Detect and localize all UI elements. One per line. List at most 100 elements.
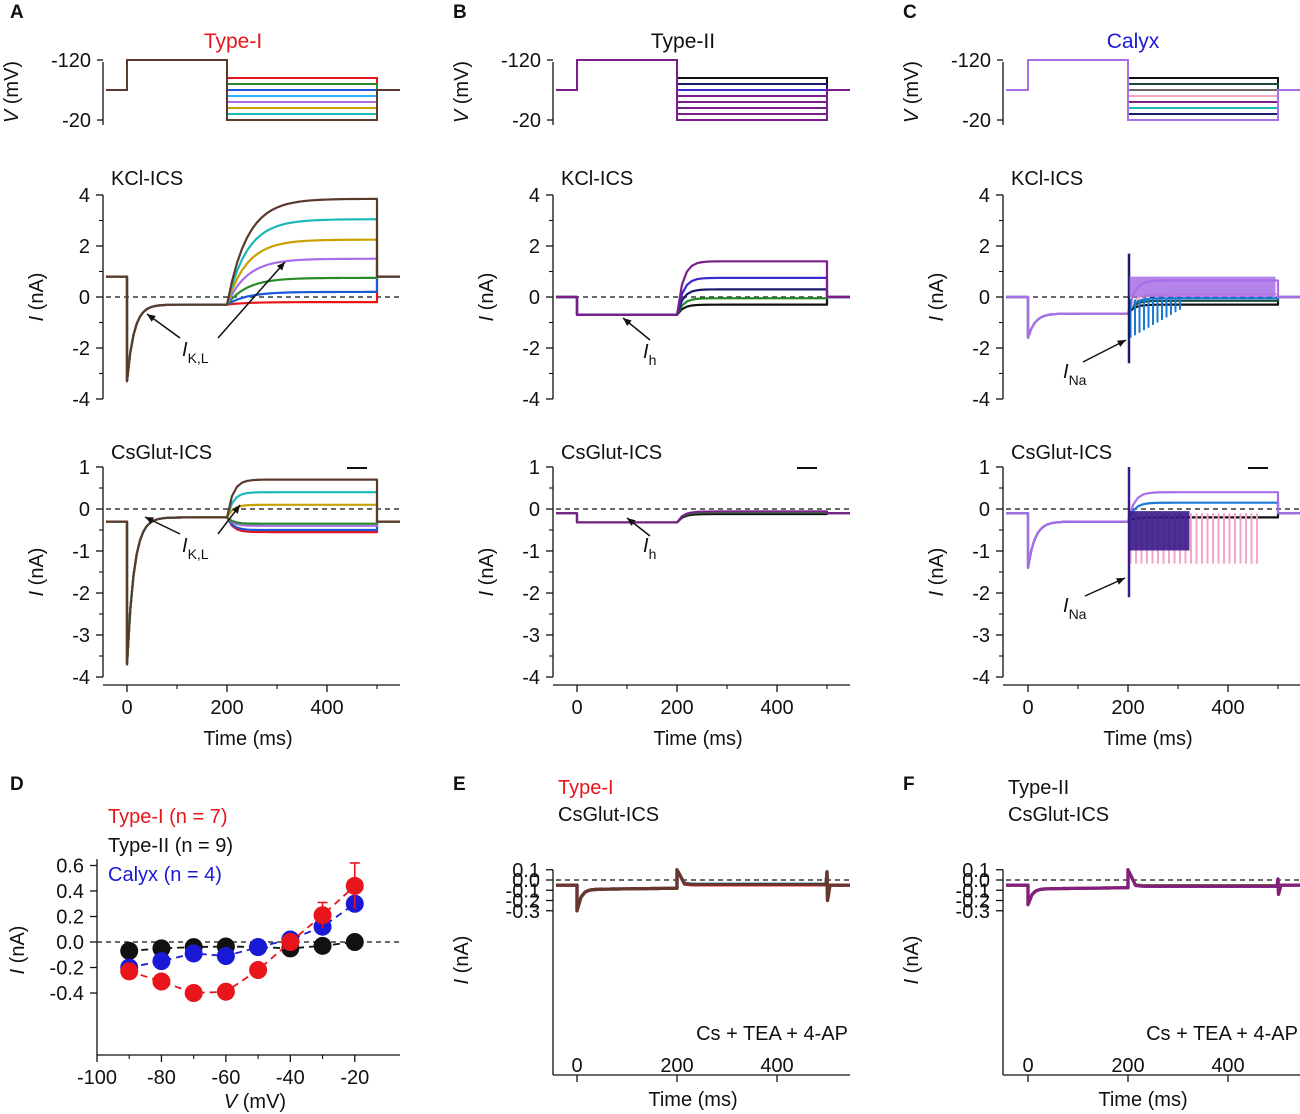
current-trace xyxy=(106,516,400,666)
y-tick-label: -0.2 xyxy=(50,958,84,980)
voltage-step-trace xyxy=(106,59,400,121)
voltage-step-trace xyxy=(1006,59,1300,91)
ina-label-sub: Na xyxy=(1069,606,1087,622)
x-tick-label: 400 xyxy=(760,697,793,719)
current-trace xyxy=(556,295,850,316)
series-2 xyxy=(120,862,364,1002)
current-ylabel-var: I xyxy=(26,315,48,321)
y-tick-label: 0.6 xyxy=(56,856,84,878)
current-trace xyxy=(1006,491,1300,569)
x-tick-label: -40 xyxy=(276,1067,305,1089)
y-tick-label: 0 xyxy=(79,287,90,309)
y-tick-label: 0.1 xyxy=(512,860,540,882)
solution-label: CsGlut-ICS xyxy=(1011,442,1112,464)
current-ylabel: I (nA) xyxy=(926,548,948,597)
ina-arrow-head xyxy=(1117,340,1126,347)
y-tick-label: 0.2 xyxy=(56,907,84,929)
current-ylabel-unit: (nA) xyxy=(476,273,498,316)
panel-d-iv-plot: 0.6 0.4 0.2 0.0 -0.2 -0.4 -100 -80 -60 -40 -20 I (n… xyxy=(7,806,400,1113)
current-trace xyxy=(106,516,400,666)
current-trace xyxy=(106,478,400,666)
y-tick-label: -0.2 xyxy=(506,891,540,913)
current-ylabel-var: I xyxy=(476,590,498,596)
y-tick-label: -0.1 xyxy=(506,880,540,902)
ina-label-sub: Na xyxy=(1069,372,1087,388)
voltage-step-trace xyxy=(1006,59,1300,91)
current-trace xyxy=(556,868,850,913)
panel-f-trace-plot: 0.10.0-0.1-0.2-0.3 0 200 400 I (nA) Time (ms)… xyxy=(901,777,1300,1111)
voltage-ylabel-unit: (mV) xyxy=(1,61,23,110)
panel-letter-f: F xyxy=(903,774,915,795)
y-tick-label: -2 xyxy=(72,338,90,360)
current-ylabel-unit: (nA) xyxy=(476,548,498,591)
y-tick-label: 0.0 xyxy=(56,932,84,954)
ina-label-var: I xyxy=(1063,361,1069,383)
current-ylabel-unit: (nA) xyxy=(926,273,948,316)
ih-label-sub: h xyxy=(649,352,657,368)
d-xlabel-unit: (mV) xyxy=(237,1091,286,1113)
x-tick-label: 200 xyxy=(660,1055,693,1077)
x-axis-label: Time (ms) xyxy=(203,728,292,750)
voltage-protocol: -20 -120 V (mV) xyxy=(1,50,400,132)
solution-label: KCl-ICS xyxy=(111,168,183,190)
current-ylabel: I (nA) xyxy=(26,273,48,322)
y-tick-label: 0 xyxy=(529,287,540,309)
y-tick-label: 4 xyxy=(529,185,540,207)
d-ylabel: I (nA) xyxy=(7,926,29,975)
data-point xyxy=(313,906,332,925)
y-tick-label: 0.0 xyxy=(962,870,990,892)
x-tick-label: 0 xyxy=(1022,697,1033,719)
current-ylabel-unit: (nA) xyxy=(26,548,48,591)
voltage-step-trace xyxy=(556,59,850,115)
y-tick-label: 1 xyxy=(529,457,540,479)
trace-ylabel: I (nA) xyxy=(451,936,473,985)
d-ylabel-var: I xyxy=(7,968,29,974)
current-plot-kcl: 4 2 0 -2 -4 I (nA) KCl-ICS Ih xyxy=(476,168,850,411)
y-tick-label: 1 xyxy=(979,457,990,479)
voltage-step-trace xyxy=(556,59,850,91)
y-tick-label: 2 xyxy=(529,236,540,258)
voltage-step-trace xyxy=(556,59,850,121)
condition-label: Cs + TEA + 4-AP xyxy=(1146,1023,1298,1045)
d-xlabel-var: V xyxy=(224,1091,239,1113)
y-tick-label: -1 xyxy=(72,541,90,563)
data-point xyxy=(216,947,235,966)
y-tick-label: -2 xyxy=(972,583,990,605)
ikl-label-sub: K,L xyxy=(188,350,209,366)
ikl-arrow-right-shaft xyxy=(217,261,286,339)
voltage-ylabel: V (mV) xyxy=(1,61,23,123)
voltage-ylabel-unit: (mV) xyxy=(901,61,923,110)
y-tick-label: 0 xyxy=(979,499,990,521)
voltage-step-trace xyxy=(1006,59,1300,121)
current-trace xyxy=(556,295,850,316)
d-xlabel: V (mV) xyxy=(224,1091,286,1113)
data-point xyxy=(184,944,203,963)
x-tick-label: -60 xyxy=(211,1067,240,1089)
ikl-label-var: I xyxy=(182,535,188,557)
d-ylabel-unit: (nA) xyxy=(7,926,29,969)
data-point xyxy=(281,933,300,951)
current-trace xyxy=(106,275,400,383)
current-trace xyxy=(106,516,400,666)
trace-ylabel-var: I xyxy=(451,978,473,984)
solution-label: CsGlut-ICS xyxy=(111,442,212,464)
data-point xyxy=(345,933,364,951)
ikl-label-sub: K,L xyxy=(188,546,209,562)
ih-label-var: I xyxy=(643,341,649,363)
ina-label-var: I xyxy=(1063,595,1069,617)
current-ylabel: I (nA) xyxy=(926,273,948,322)
solution-label: CsGlut-ICS xyxy=(561,442,662,464)
ih-label-var: I xyxy=(643,535,649,557)
y-tick-label: -4 xyxy=(972,667,990,689)
ikl-arrow-right-head xyxy=(276,262,285,271)
x-tick-label: 0 xyxy=(1022,1055,1033,1077)
y-tick-label: 0 xyxy=(529,499,540,521)
data-point xyxy=(249,961,268,980)
current-trace xyxy=(106,197,400,383)
voltage-ylabel: V (mV) xyxy=(451,61,473,123)
voltage-step-trace xyxy=(556,59,850,91)
current-trace xyxy=(106,238,400,383)
